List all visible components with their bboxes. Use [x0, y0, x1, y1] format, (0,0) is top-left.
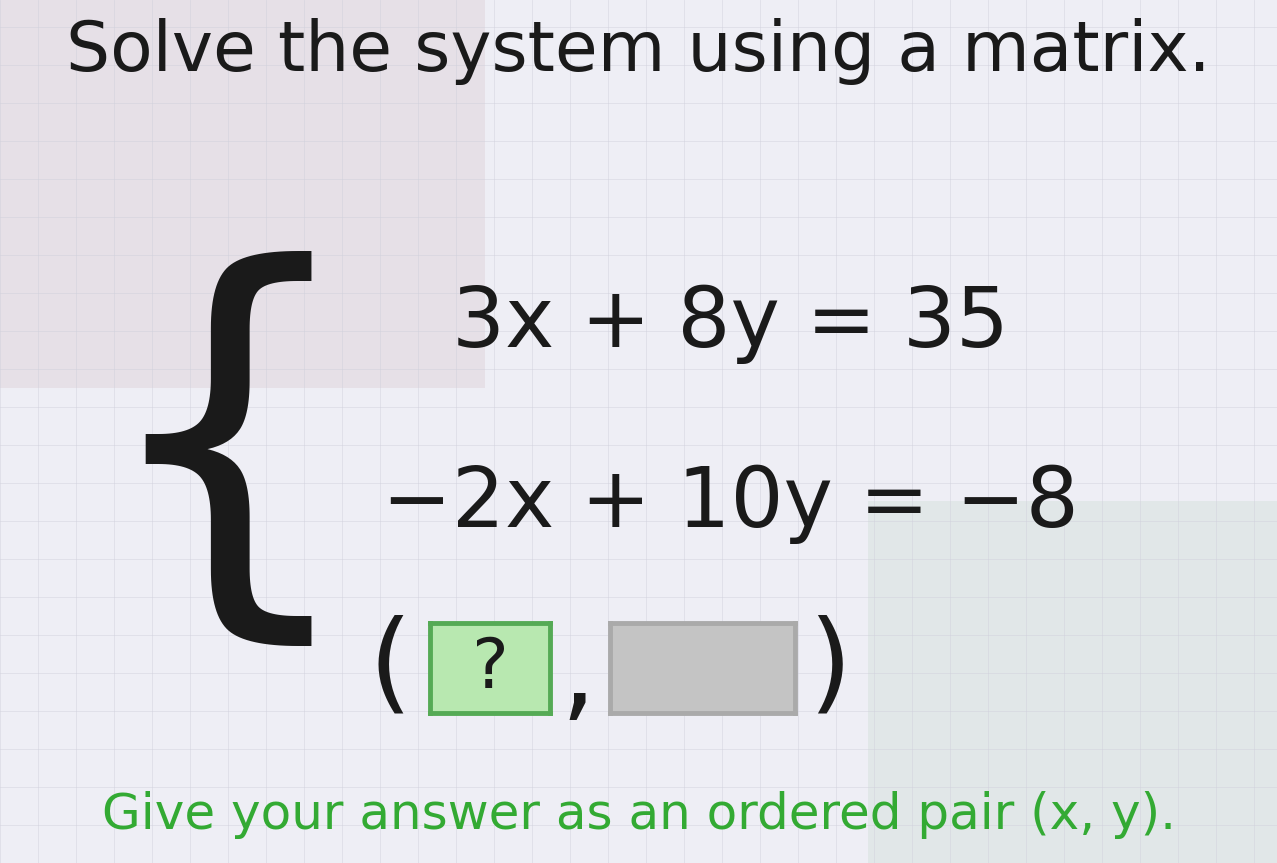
- Text: {: {: [92, 250, 364, 665]
- Text: ): ): [808, 614, 852, 721]
- Text: 3x + 8y = 35: 3x + 8y = 35: [452, 282, 1009, 363]
- Text: Give your answer as an ordered pair (x, y).: Give your answer as an ordered pair (x, …: [101, 791, 1176, 839]
- Bar: [430, 623, 550, 713]
- Text: (: (: [368, 614, 411, 721]
- Text: −2x + 10y = −8: −2x + 10y = −8: [382, 463, 1079, 544]
- Bar: [610, 623, 796, 713]
- FancyBboxPatch shape: [0, 0, 485, 388]
- Text: ,: ,: [561, 622, 595, 729]
- Text: Solve the system using a matrix.: Solve the system using a matrix.: [66, 18, 1211, 85]
- Text: ?: ?: [471, 634, 508, 702]
- FancyBboxPatch shape: [868, 501, 1277, 863]
